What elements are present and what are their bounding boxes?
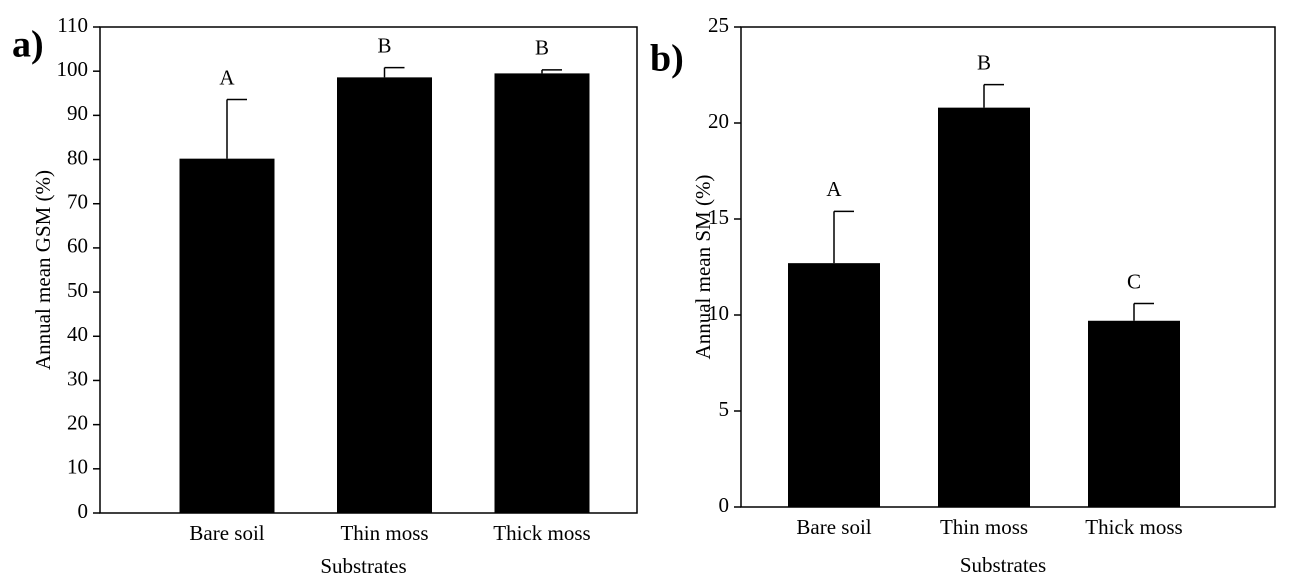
y-tick-label: 20 [67, 410, 88, 434]
y-tick-label: 5 [719, 397, 730, 421]
significance-label: A [219, 65, 235, 89]
y-tick-label: 100 [57, 57, 89, 81]
x-tick-label: Bare soil [189, 521, 264, 545]
y-tick-label: 50 [67, 278, 88, 302]
significance-label: B [977, 50, 991, 74]
x-tick-label: Bare soil [796, 515, 871, 539]
panel-label: b) [650, 38, 684, 80]
y-tick-label: 0 [719, 493, 730, 517]
y-tick-label: 60 [67, 234, 88, 258]
bar [494, 73, 590, 514]
x-tick-label: Thick moss [1085, 515, 1182, 539]
significance-label: A [826, 177, 842, 201]
y-tick-label: 110 [57, 13, 88, 37]
y-tick-label: 90 [67, 101, 88, 125]
significance-label: B [535, 36, 549, 60]
y-tick-label: 25 [708, 13, 729, 37]
y-tick-label: 0 [78, 499, 89, 523]
bar [1088, 320, 1180, 507]
y-axis-label: Annual mean SM (%) [691, 175, 715, 360]
x-axis-label: Substrates [320, 554, 406, 578]
y-tick-label: 30 [67, 366, 88, 390]
x-tick-label: Thin moss [940, 515, 1028, 539]
x-tick-label: Thick moss [493, 521, 590, 545]
x-axis-label: Substrates [960, 553, 1046, 577]
significance-label: C [1127, 269, 1141, 293]
y-tick-label: 20 [708, 109, 729, 133]
x-tick-label: Thin moss [340, 521, 428, 545]
significance-label: B [377, 33, 391, 57]
bar [179, 158, 275, 514]
bar [788, 263, 880, 507]
panel-label: a) [12, 24, 44, 66]
y-tick-label: 10 [67, 455, 88, 479]
y-tick-label: 10 [708, 301, 729, 325]
y-tick-label: 40 [67, 322, 88, 346]
bar [938, 107, 1030, 507]
y-tick-label: 15 [708, 205, 729, 229]
y-tick-label: 70 [67, 190, 88, 214]
y-tick-label: 80 [67, 145, 88, 169]
bar [337, 77, 432, 513]
y-axis-label: Annual mean GSM (%) [31, 170, 55, 370]
